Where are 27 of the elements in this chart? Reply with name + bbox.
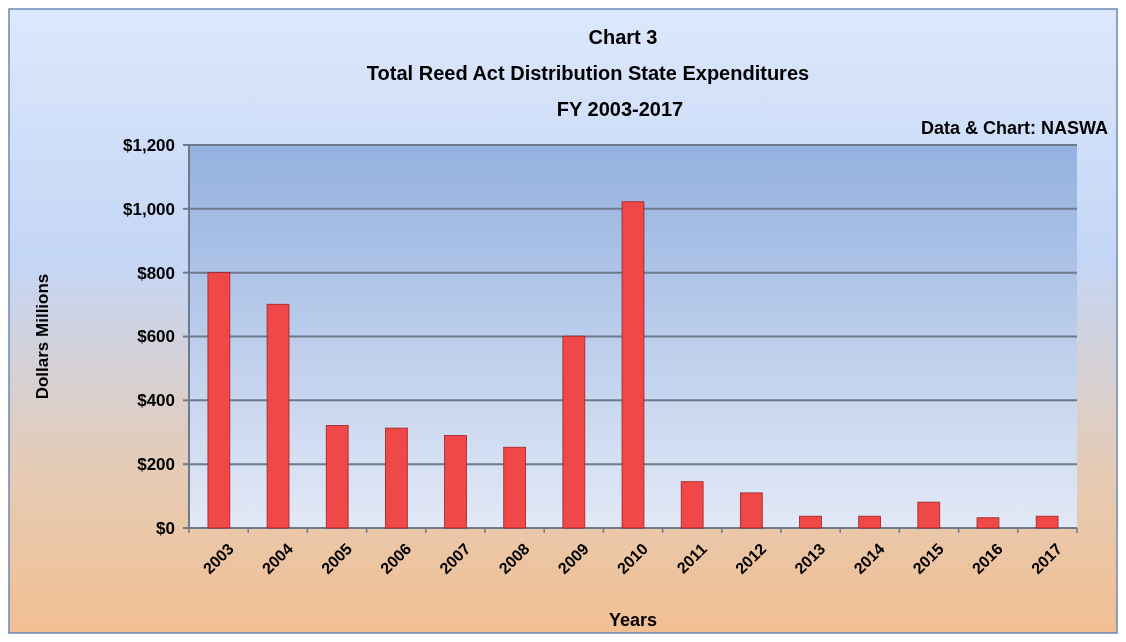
bar	[739, 492, 763, 529]
bar	[621, 201, 645, 529]
bar	[799, 515, 822, 529]
chart-subtitle: Total Reed Act Distribution State Expenditures FY 2003-2017	[366, 62, 810, 120]
bar	[562, 335, 586, 529]
bar	[503, 446, 527, 529]
y-tick-label: $1,000	[123, 199, 175, 219]
text: Data & Chart: NASWA	[920, 118, 1108, 138]
y-tick-label: $200	[137, 455, 175, 475]
bar	[858, 515, 881, 529]
chart-title: Chart 3	[588, 26, 658, 48]
bar	[680, 481, 704, 529]
x-axis-title: Years	[608, 610, 658, 630]
bar	[207, 272, 231, 529]
bar	[1035, 515, 1059, 529]
bar	[917, 501, 941, 529]
bar	[444, 435, 467, 529]
y-tick-label: $400	[137, 391, 175, 411]
bar	[325, 425, 349, 529]
y-tick-label: $1,200	[123, 135, 175, 155]
bar	[385, 427, 408, 529]
bar	[976, 517, 1000, 529]
y-tick-label: $0	[156, 518, 175, 538]
y-tick-label: $800	[137, 263, 175, 283]
y-tick-label: $600	[137, 327, 175, 347]
bar	[266, 303, 290, 529]
y-axis-title: Dollars Millions	[33, 273, 52, 400]
